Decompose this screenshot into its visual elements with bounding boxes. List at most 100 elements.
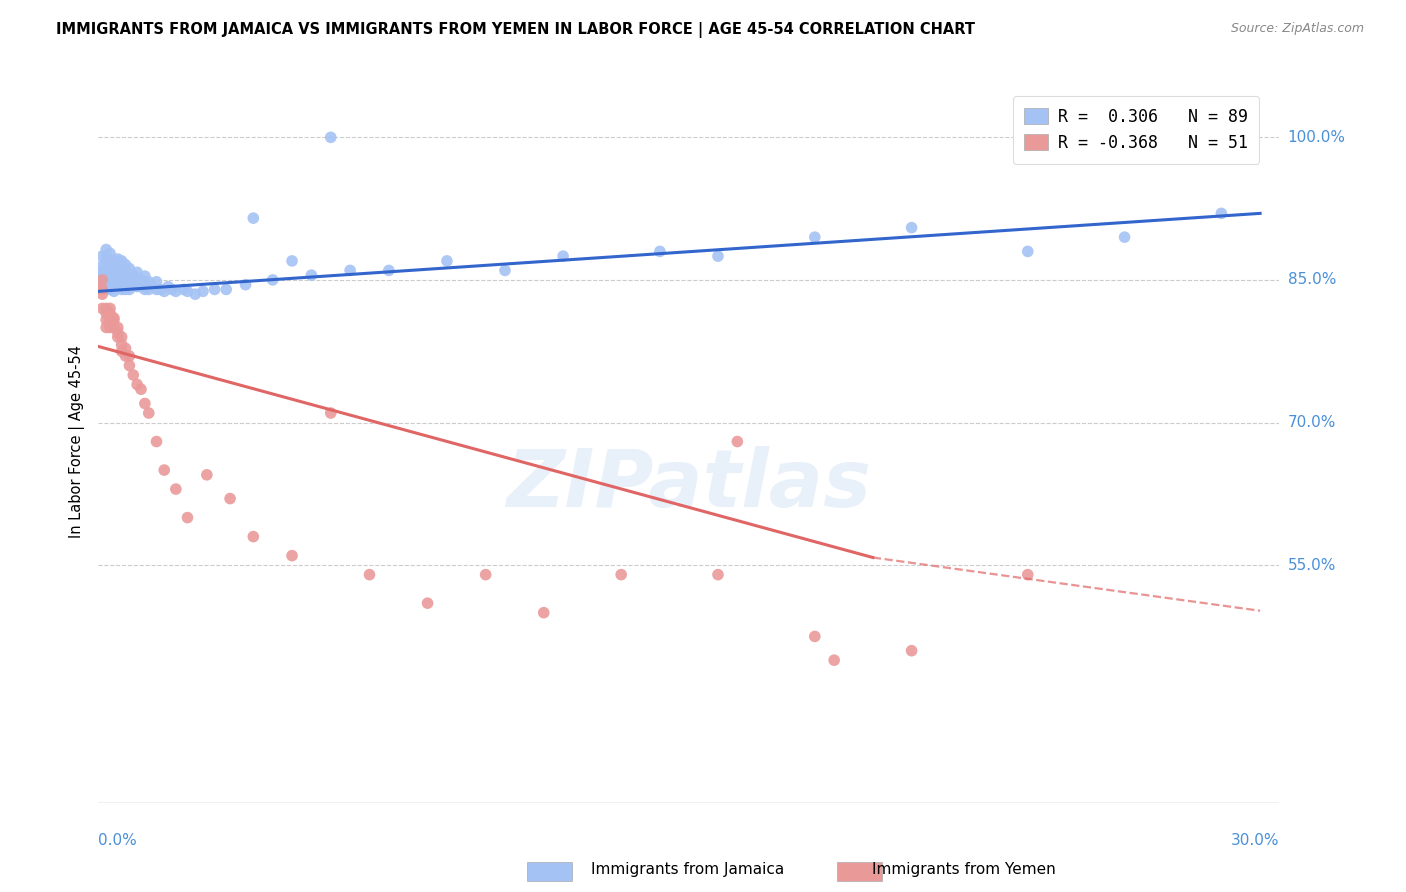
Point [98,259,121,273]
Point [610,567,633,582]
Point [107,325,129,339]
Point [87,282,110,296]
Point [96,265,118,279]
Point [149,282,172,296]
Point [299,268,322,282]
Point [91,282,114,296]
Point [111,275,134,289]
Point [107,330,129,344]
Point [725,434,748,449]
Point [145,434,167,449]
Point [114,342,136,356]
Point [98,313,121,327]
Point [176,510,198,524]
Point [142,279,165,293]
Point [359,567,381,582]
Point [900,643,922,657]
Point [281,253,304,268]
Point [111,261,134,276]
Point [138,275,160,289]
Point [219,491,242,506]
Point [103,285,125,299]
Point [111,337,134,351]
Point [98,320,121,334]
Point [127,279,149,293]
Point [319,406,342,420]
Point [98,246,121,260]
Point [262,273,284,287]
Point [91,301,114,316]
Point [804,629,827,643]
Point [114,263,136,277]
Text: 100.0%: 100.0% [1288,130,1346,145]
Text: 0.0%: 0.0% [98,833,138,848]
Point [103,320,125,334]
Point [204,282,226,296]
Point [96,243,118,257]
Point [118,275,141,289]
Point [103,277,125,291]
Point [103,310,125,325]
Text: Immigrants from Jamaica: Immigrants from Jamaica [591,863,783,877]
Point [129,273,152,287]
Point [134,282,156,296]
Point [96,301,118,316]
Point [707,249,730,263]
Point [107,252,129,266]
Point [98,253,121,268]
Point [533,606,555,620]
Point [195,467,218,482]
Point [96,271,118,285]
Text: Immigrants from Yemen: Immigrants from Yemen [872,863,1056,877]
Point [91,287,114,301]
Point [134,396,156,410]
Point [122,368,145,382]
Point [111,282,134,296]
Point [96,277,118,292]
Point [98,282,121,296]
Point [160,282,183,296]
Point [111,344,134,359]
Point [165,482,187,496]
Point [122,275,145,289]
Point [107,265,129,279]
Point [129,382,152,396]
Point [145,275,167,289]
Point [103,313,125,327]
Point [153,463,176,477]
Y-axis label: In Labor Force | Age 45-54: In Labor Force | Age 45-54 [69,345,84,538]
Text: 55.0%: 55.0% [1288,558,1336,573]
Point [153,285,176,299]
Point [114,270,136,285]
Point [96,249,118,263]
Point [339,263,361,277]
Point [436,253,458,268]
Point [900,220,922,235]
Point [648,244,671,259]
Point [281,549,304,563]
Point [134,276,156,290]
Text: 70.0%: 70.0% [1288,415,1336,430]
Text: IMMIGRANTS FROM JAMAICA VS IMMIGRANTS FROM YEMEN IN LABOR FORCE | AGE 45-54 CORR: IMMIGRANTS FROM JAMAICA VS IMMIGRANTS FR… [56,22,976,38]
Point [114,349,136,363]
Text: Source: ZipAtlas.com: Source: ZipAtlas.com [1230,22,1364,36]
Point [118,349,141,363]
Point [98,261,121,276]
Point [494,263,516,277]
Point [114,277,136,291]
Point [107,260,129,274]
Point [96,256,118,270]
Point [127,377,149,392]
Point [114,258,136,272]
Point [165,285,187,299]
Point [118,359,141,373]
Point [184,287,207,301]
Point [1211,206,1233,220]
Point [122,268,145,282]
Point [91,259,114,273]
Point [107,320,129,334]
Point [111,253,134,268]
Point [103,273,125,287]
Point [91,263,114,277]
Point [103,253,125,268]
